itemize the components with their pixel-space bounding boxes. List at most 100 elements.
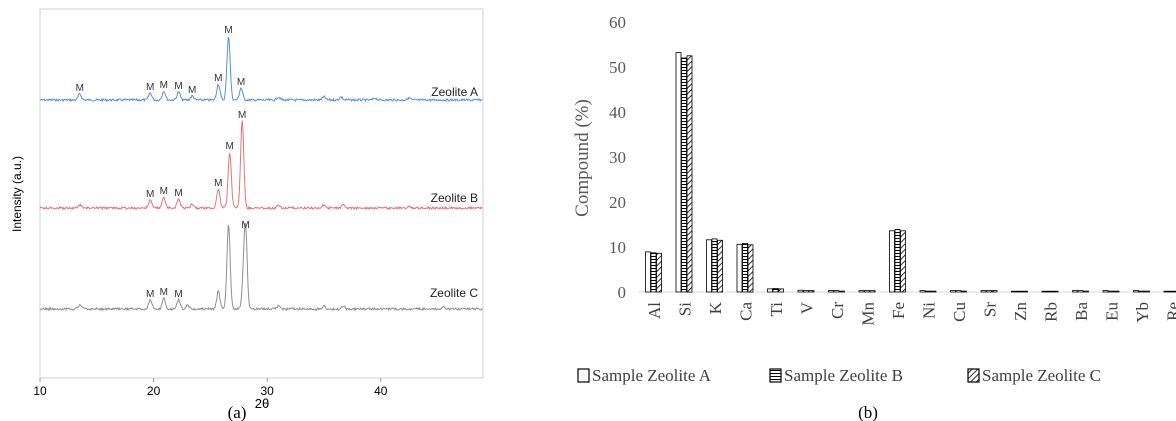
bar-zn-3 <box>1022 290 1028 293</box>
bar-category-label: Ni <box>920 302 939 319</box>
bar-cr-1 <box>828 290 834 293</box>
bar-rb-2 <box>1047 290 1053 293</box>
xrd-peak-marker: M <box>241 220 249 231</box>
bar-category-label: V <box>798 301 817 314</box>
xrd-peak-marker: M <box>76 83 84 94</box>
bar-y-tick-label: 20 <box>609 193 626 212</box>
xrd-x-tick-label: 40 <box>374 384 388 398</box>
xrd-x-tick-label: 30 <box>260 384 274 398</box>
legend-label: Sample Zeolite B <box>784 366 903 385</box>
bar-cr-3 <box>839 290 845 293</box>
bar-y-tick-label: 50 <box>609 58 626 77</box>
bar-si-2 <box>681 57 687 293</box>
bar-category-label: K <box>706 301 725 314</box>
bar-ca-1 <box>736 243 743 293</box>
bar-category-label: Rb <box>1042 302 1061 322</box>
xrd-peak-marker: M <box>226 141 234 152</box>
bar-ni-3 <box>930 290 937 293</box>
xrd-y-axis-label: Intensity (a.u.) <box>10 156 24 232</box>
bar-k-1 <box>706 239 712 293</box>
xrd-peak-marker: M <box>146 82 154 93</box>
bar-k-2 <box>711 238 718 293</box>
bar-category-label: Fe <box>889 302 908 319</box>
bar-category-label: Ca <box>737 302 756 321</box>
bar-mn-2 <box>864 290 870 293</box>
bar-v-3 <box>808 290 815 293</box>
bar-eu-3 <box>1113 290 1120 293</box>
bar-rb-3 <box>1052 290 1059 293</box>
bar-y-tick-label: 0 <box>618 283 627 302</box>
xrd-peak-marker: M <box>174 81 182 92</box>
xrd-peak-marker: M <box>224 25 232 36</box>
legend-swatch <box>577 368 590 383</box>
bar-cu-3 <box>961 290 967 293</box>
bar-ti-1 <box>767 288 773 293</box>
bar-zn-2 <box>1016 290 1023 293</box>
xrd-series-line <box>39 222 483 312</box>
bar-cr-2 <box>833 290 840 293</box>
xrd-peak-marker: M <box>188 85 196 96</box>
bar-rb-1 <box>1041 290 1048 293</box>
bar-category-label: Sr <box>981 302 1000 317</box>
panel-label-a: (a) <box>228 403 247 421</box>
xrd-peak-marker: M <box>238 110 246 121</box>
bar-y-axis-label: Compound (%) <box>572 99 593 217</box>
bar-category-label: Ba <box>1072 302 1091 321</box>
xrd-peak-marker: M <box>174 188 182 199</box>
bar-re-2 <box>1169 290 1175 293</box>
bar-al-2 <box>650 252 657 293</box>
bar-fe-3 <box>900 230 906 293</box>
bar-k-3 <box>717 239 723 293</box>
bar-ti-3 <box>778 288 784 293</box>
composition-bar-chart: 0 10 20 30 40 50 60 Al Si K Ca Ti V Cr Mn Fe Ni Cu Sr Zn Rb… <box>572 13 1176 385</box>
bar-si-3 <box>686 55 693 293</box>
xrd-series-line <box>39 36 483 103</box>
bar-y-tick-label: 40 <box>609 103 626 122</box>
xrd-peak-marker: M <box>237 77 245 88</box>
bar-yb-2 <box>1138 290 1145 293</box>
bar-yb-1 <box>1133 290 1139 293</box>
xrd-series-name: Zeolite B <box>431 191 478 205</box>
bar-y-tick-label: 30 <box>609 148 626 167</box>
bar-al-3 <box>656 252 662 293</box>
bar-zn-1 <box>1011 290 1017 293</box>
panel-label-b: (b) <box>858 403 878 421</box>
bar-re-1 <box>1163 290 1170 293</box>
xrd-x-axis-label: 2θ <box>255 396 269 411</box>
bar-eu-2 <box>1108 290 1114 293</box>
legend-label: Sample Zeolite A <box>592 366 712 385</box>
bar-y-tick-label: 10 <box>609 238 626 257</box>
bar-category-label: Zn <box>1011 302 1030 321</box>
bar-cu-2 <box>955 290 962 293</box>
bar-ba-3 <box>1083 290 1089 293</box>
bar-category-label: Re <box>1164 302 1176 321</box>
bar-sr-1 <box>980 290 987 293</box>
xrd-peak-marker: M <box>214 178 222 189</box>
bar-category-label: Ti <box>767 302 786 317</box>
bar-category-label: Eu <box>1103 302 1122 321</box>
bar-mn-3 <box>869 290 876 293</box>
bar-y-tick-label: 60 <box>609 13 626 32</box>
bar-cu-1 <box>950 290 956 293</box>
bar-category-label: Cr <box>828 302 847 319</box>
bar-eu-1 <box>1102 290 1109 293</box>
bar-v-1 <box>797 289 804 293</box>
bar-ca-2 <box>742 242 748 293</box>
xrd-peak-marker: M <box>160 287 168 298</box>
xrd-peak-marker: M <box>146 189 154 200</box>
bar-ba-1 <box>1072 290 1078 293</box>
bar-al-1 <box>645 251 651 293</box>
xrd-peak-marker: M <box>160 80 168 91</box>
xrd-series-name: Zeolite A <box>431 85 478 99</box>
bar-fe-1 <box>889 230 895 293</box>
bar-sr-3 <box>991 290 998 293</box>
xrd-series-name: Zeolite C <box>430 286 478 300</box>
xrd-plot-frame <box>39 8 484 379</box>
bar-si-1 <box>675 52 682 293</box>
bar-category-label: Cu <box>950 302 969 322</box>
bar-legend: Sample Zeolite A Sample Zeolite B Sample Z… <box>577 366 1101 385</box>
bar-ba-2 <box>1077 290 1084 293</box>
bar-yb-3 <box>1144 290 1150 293</box>
